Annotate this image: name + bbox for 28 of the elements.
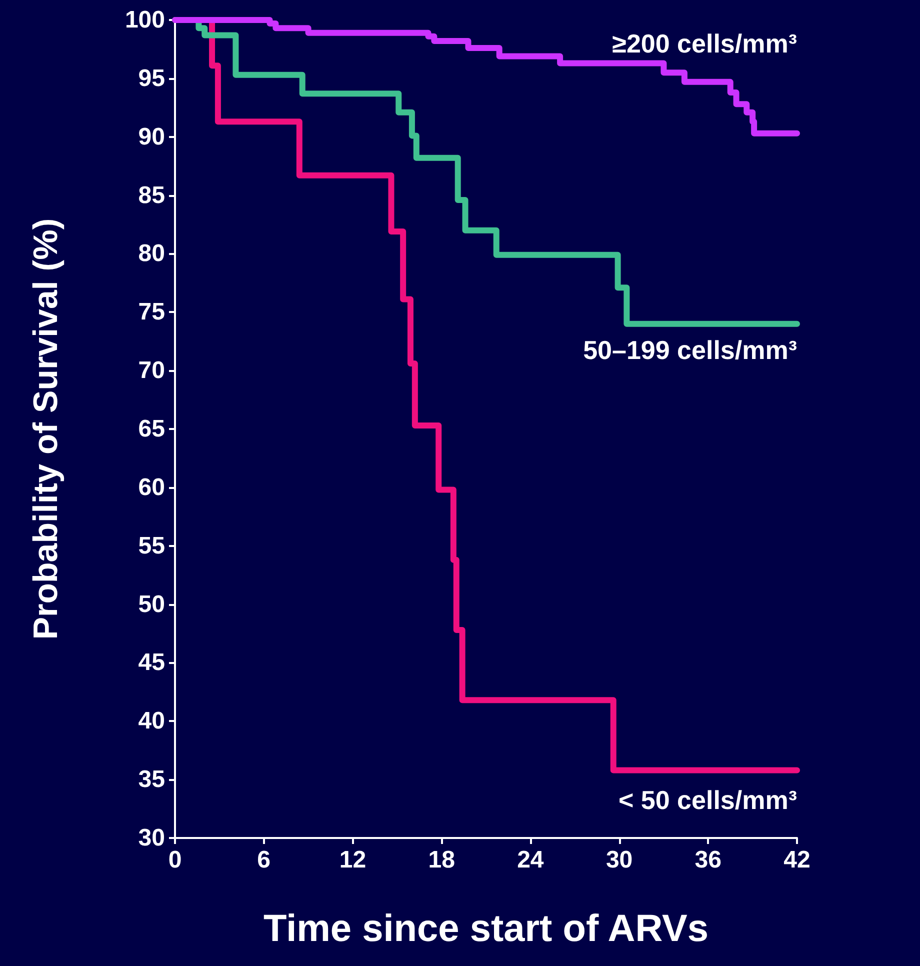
y-tick-label: 85 <box>138 182 165 209</box>
series-label: < 50 cells/mm³ <box>618 785 798 816</box>
y-tick-label: 50 <box>138 590 165 618</box>
x-tick-label: 12 <box>339 846 366 874</box>
y-tick-label: 55 <box>138 532 165 560</box>
y-tick-label: 60 <box>138 474 165 501</box>
series-label: 50–199 cells/mm³ <box>583 334 798 365</box>
x-tick-label: 0 <box>168 846 182 874</box>
y-tick-label: 45 <box>138 649 165 676</box>
x-tick-label: 6 <box>257 846 271 874</box>
y-tick-label: 90 <box>138 123 165 150</box>
y-tick-label: 30 <box>138 824 165 852</box>
x-axis-title: Time since start of ARVs <box>264 908 708 950</box>
y-tick-label: 100 <box>124 6 165 34</box>
y-tick-label: 95 <box>138 64 165 92</box>
x-tick-label: 30 <box>606 846 633 874</box>
y-tick-label: 80 <box>138 240 165 268</box>
series-label: ≥200 cells/mm³ <box>612 28 798 58</box>
x-tick-label: 42 <box>784 846 810 874</box>
x-tick-label: 36 <box>694 846 722 874</box>
y-tick-label: 40 <box>138 708 165 735</box>
y-tick-label: 35 <box>138 766 165 794</box>
y-tick-label: 75 <box>138 298 165 326</box>
x-tick-label: 18 <box>428 846 455 874</box>
y-axis-title: Probability of Survival (%) <box>27 218 65 640</box>
y-tick-label: 65 <box>138 416 165 442</box>
y-tick-label: 70 <box>138 357 165 384</box>
x-tick-label: 24 <box>517 846 544 874</box>
